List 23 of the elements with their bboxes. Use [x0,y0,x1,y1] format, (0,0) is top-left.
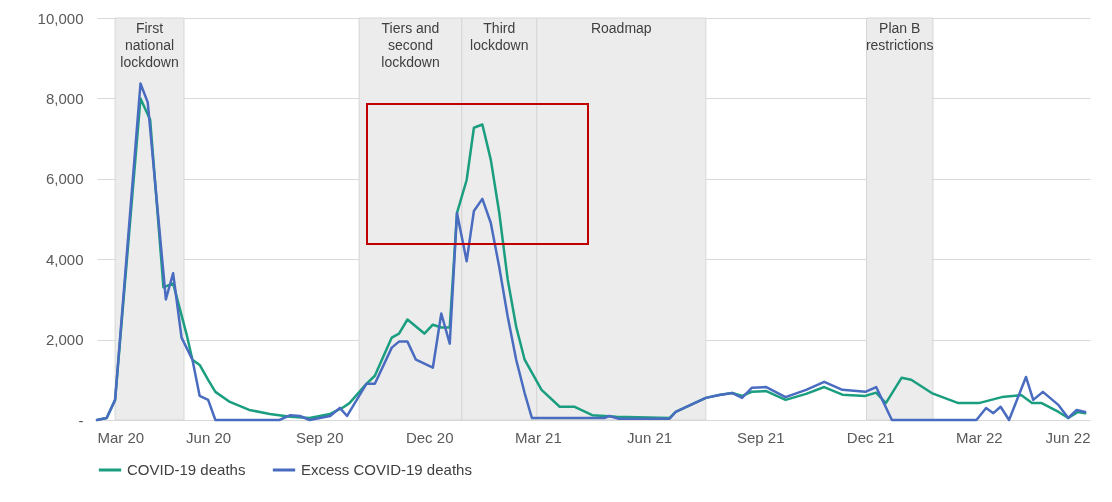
y-tick-label: 8,000 [45,89,84,107]
legend-label: Excess COVID-19 deaths [301,461,472,478]
band-label: Third lockdown [470,20,529,53]
y-tick-label: 2,000 [45,331,84,349]
x-tick-label: Sep 21 [736,428,785,446]
y-tick-label: - [78,411,84,429]
y-tick-label: 4,000 [45,250,84,268]
band-label: Roadmap [590,20,652,36]
x-tick-label: Jun 22 [1045,428,1091,446]
x-tick-label: Dec 21 [846,428,895,446]
band-label: Plan B restrictions [865,20,934,53]
x-tick-label: Jun 21 [627,428,673,446]
y-tick-label: 10,000 [37,9,84,27]
x-tick-label: Mar 21 [515,428,562,446]
band-label: First national lockdown [120,20,179,70]
x-tick-label: Jun 20 [186,428,232,446]
legend-label: COVID-19 deaths [127,461,246,478]
x-tick-label: Dec 20 [405,428,454,446]
y-tick-label: 6,000 [45,170,84,188]
x-tick-label: Sep 20 [296,428,344,446]
x-tick-label: Mar 22 [956,428,1003,446]
band-label: Tiers and second lockdown [381,20,440,70]
x-tick-label: Mar 20 [97,428,145,446]
